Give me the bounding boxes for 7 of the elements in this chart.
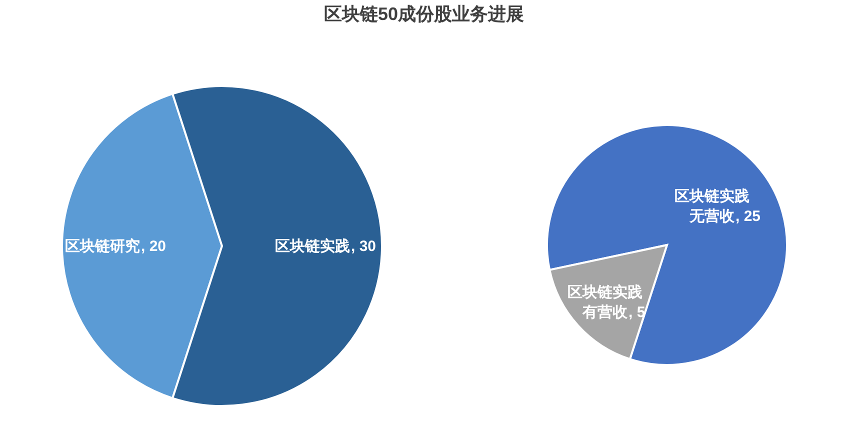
- data-label: , 25: [736, 208, 761, 225]
- data-label: , 30: [351, 238, 376, 255]
- text: 区块链50成份股业务进展: [324, 4, 524, 24]
- pie-slice: [546, 124, 788, 366]
- slice-label: 区块链实践: [275, 237, 350, 255]
- data-label: , 20: [141, 238, 166, 255]
- slice-label: 区块链研究: [65, 237, 140, 255]
